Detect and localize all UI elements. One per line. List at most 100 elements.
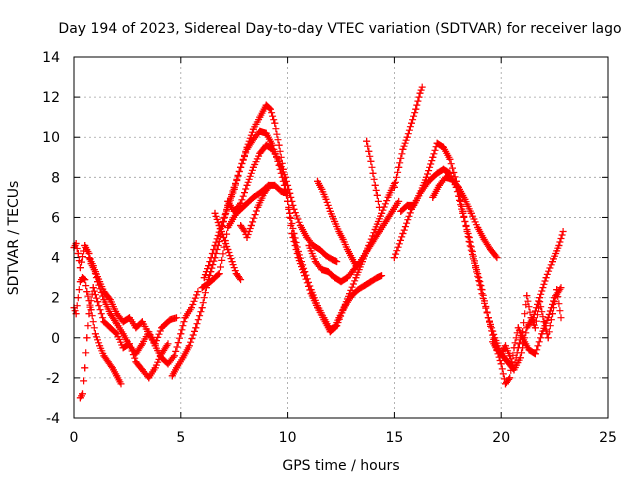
data-point: [519, 328, 527, 336]
data-point: [275, 157, 283, 165]
data-point: [173, 364, 180, 372]
data-point: [472, 264, 480, 272]
data-point: [138, 318, 146, 326]
data-point: [254, 203, 262, 211]
data-point: [429, 193, 437, 201]
data-point: [205, 262, 213, 270]
data-point: [132, 358, 140, 366]
data-point: [83, 334, 91, 342]
data-point: [243, 145, 251, 153]
data-point: [523, 324, 531, 332]
data-point: [96, 342, 104, 350]
y-tick-label: 2: [51, 291, 60, 307]
data-point: [307, 286, 315, 294]
data-point: [173, 314, 180, 322]
data-point: [237, 199, 245, 207]
data-point: [290, 205, 298, 213]
data-point: [215, 270, 223, 278]
data-point: [339, 236, 347, 243]
data-point: [350, 266, 358, 274]
y-tick-label: 14: [42, 50, 60, 66]
data-point: [333, 322, 341, 330]
data-point: [506, 352, 514, 360]
data-point: [425, 177, 433, 185]
data-point: [215, 222, 223, 229]
data-point: [243, 234, 251, 241]
data-point: [138, 340, 146, 348]
data-point: [296, 222, 304, 229]
data-point: [465, 238, 473, 245]
data-point: [170, 352, 178, 360]
data-point: [76, 264, 84, 272]
data-point: [224, 224, 232, 231]
data-point: [397, 207, 405, 215]
data-point: [267, 105, 274, 113]
data-point: [433, 139, 441, 147]
data-point: [185, 342, 193, 350]
x-tick-label: 20: [492, 430, 510, 446]
data-point: [119, 330, 127, 338]
data-point: [326, 326, 334, 334]
data-point: [100, 352, 108, 360]
data-point: [440, 165, 447, 173]
x-tick-label: 10: [279, 430, 297, 446]
data-point: [243, 181, 251, 189]
y-tick-label: -2: [46, 371, 60, 387]
data-point: [378, 272, 386, 280]
data-point: [553, 286, 561, 294]
series-arc-9: [224, 141, 341, 266]
data-point: [108, 364, 116, 372]
data-point: [81, 364, 89, 372]
data-point: [277, 187, 285, 195]
y-tick-label: 12: [42, 90, 60, 106]
data-point: [363, 248, 371, 255]
data-point: [322, 195, 330, 203]
data-point: [262, 101, 270, 109]
data-point: [531, 350, 539, 358]
y-tick-label: 8: [51, 170, 60, 186]
data-point: [497, 360, 505, 368]
data-point: [138, 366, 146, 374]
data-point: [320, 314, 328, 322]
data-point: [260, 189, 268, 197]
data-point: [382, 218, 390, 225]
data-point: [256, 127, 264, 135]
data-point: [514, 324, 522, 332]
axis-layer: 0 5 10 15 20 25 -4 -2 0 2 4 6 8 10 12 14: [42, 50, 617, 446]
data-point: [94, 298, 101, 306]
y-tick-label: -4: [46, 411, 60, 427]
data-point: [132, 350, 140, 358]
data-point: [290, 230, 298, 237]
data-point: [333, 258, 341, 266]
data-point: [166, 316, 174, 324]
data-point: [523, 292, 531, 300]
data-point: [145, 374, 153, 382]
y-tick-label: 4: [51, 251, 60, 267]
data-point: [119, 344, 127, 352]
data-point: [241, 228, 249, 235]
data-point: [373, 274, 381, 282]
data-point: [230, 207, 238, 215]
data-point: [375, 203, 383, 211]
data-point: [446, 155, 454, 163]
data-point: [228, 258, 236, 266]
data-point: [271, 181, 279, 189]
data-point: [168, 372, 176, 380]
data-point: [502, 342, 509, 350]
data-point: [164, 360, 172, 368]
data-point: [85, 310, 93, 318]
data-point: [487, 246, 494, 253]
data-point: [247, 222, 255, 229]
data-point: [442, 173, 450, 181]
data-point: [100, 296, 108, 304]
data-point: [151, 364, 159, 372]
data-point: [117, 380, 125, 388]
data-point: [331, 218, 339, 225]
data-point: [275, 141, 283, 149]
data-point: [106, 296, 114, 304]
data-point: [224, 197, 232, 205]
data-point: [388, 207, 396, 215]
series-arc-4: [85, 254, 202, 368]
